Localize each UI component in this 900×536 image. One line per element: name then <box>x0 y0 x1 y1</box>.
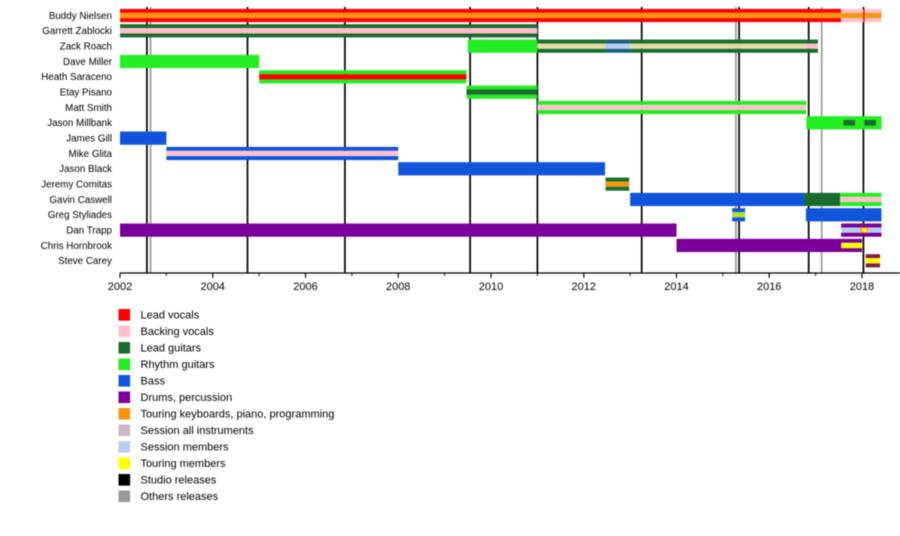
svg-text:Drums, percussion: Drums, percussion <box>141 392 233 404</box>
svg-text:2008: 2008 <box>386 281 410 293</box>
svg-text:Session all instruments: Session all instruments <box>141 425 255 437</box>
svg-text:Garrett Zablocki: Garrett Zablocki <box>42 26 112 37</box>
svg-text:Jeremy Comitas: Jeremy Comitas <box>41 180 112 191</box>
svg-text:2018: 2018 <box>850 281 874 293</box>
svg-text:Dave Miller: Dave Miller <box>63 57 113 68</box>
svg-text:James Gill: James Gill <box>66 134 112 145</box>
svg-text:Lead vocals: Lead vocals <box>141 309 200 321</box>
svg-text:Others releases: Others releases <box>141 491 219 503</box>
svg-text:2006: 2006 <box>293 281 317 293</box>
svg-text:2012: 2012 <box>572 281 596 293</box>
svg-text:2010: 2010 <box>479 281 503 293</box>
svg-text:Backing vocals: Backing vocals <box>141 326 215 338</box>
svg-text:Etay Pisano: Etay Pisano <box>60 88 113 99</box>
svg-text:Steve Carey: Steve Carey <box>58 256 112 267</box>
svg-text:Session members: Session members <box>141 441 230 453</box>
svg-text:Jason Millbank: Jason Millbank <box>47 118 112 129</box>
svg-text:2016: 2016 <box>757 281 781 293</box>
svg-text:Heath Saraceno: Heath Saraceno <box>41 72 112 83</box>
svg-text:Matt Smith: Matt Smith <box>65 103 112 114</box>
svg-text:Dan Trapp: Dan Trapp <box>66 226 112 237</box>
svg-text:Lead guitars: Lead guitars <box>141 342 202 354</box>
svg-text:Touring members: Touring members <box>141 458 226 470</box>
svg-text:Bass: Bass <box>141 375 166 387</box>
svg-text:2004: 2004 <box>201 281 225 293</box>
svg-text:Jason Black: Jason Black <box>59 164 112 175</box>
svg-text:Touring keyboards, piano, prog: Touring keyboards, piano, programming <box>141 408 335 420</box>
svg-text:Greg Styliades: Greg Styliades <box>48 210 112 221</box>
svg-text:Zack Roach: Zack Roach <box>60 42 112 53</box>
svg-text:2002: 2002 <box>108 281 132 293</box>
svg-text:Gavin Caswell: Gavin Caswell <box>49 195 112 206</box>
svg-text:Buddy Nielsen: Buddy Nielsen <box>49 11 112 22</box>
svg-text:Studio releases: Studio releases <box>141 474 217 486</box>
svg-text:Rhythm guitars: Rhythm guitars <box>141 359 215 371</box>
svg-text:2014: 2014 <box>664 281 688 293</box>
svg-text:Chris Hornbrook: Chris Hornbrook <box>41 241 112 252</box>
svg-text:Mike Glita: Mike Glita <box>68 149 112 160</box>
